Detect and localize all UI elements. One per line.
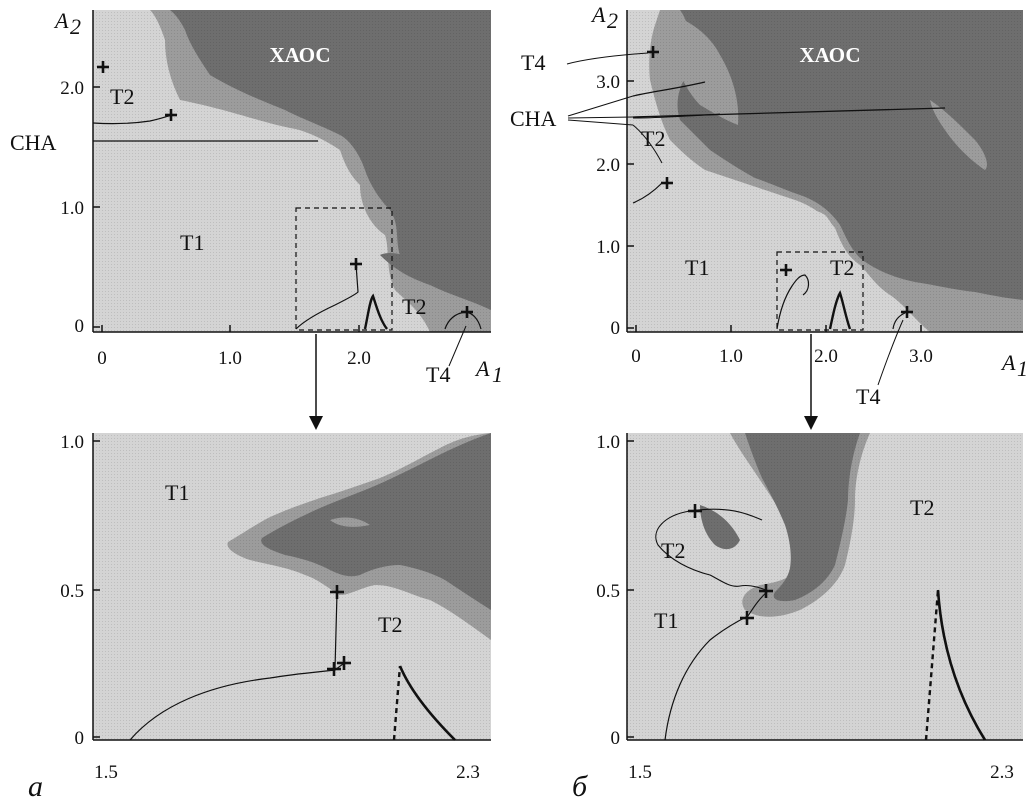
y-tick-a-bottom-2: 0 xyxy=(75,728,85,749)
x-tick-a-top-1: 1.0 xyxy=(218,348,242,369)
x-tick-a-bottom-1: 2.3 xyxy=(456,762,480,783)
annotation-t4-bottom-b: T4 xyxy=(856,384,880,409)
x-tick-a-bottom-0: 1.5 xyxy=(94,762,118,783)
x-axis-sub-a-top: 1 xyxy=(492,362,503,387)
y-tick-b-top-1: 2.0 xyxy=(596,155,620,176)
axes-a-top xyxy=(92,10,491,333)
y-axis-sub-a-top: 2 xyxy=(70,14,81,39)
y-tick-a-top-2: 0 xyxy=(75,316,85,337)
panel-a-top: A 2 A 1 2.0 1.0 0 0 1.0 2.0 ХАОС T2 T1 T… xyxy=(10,8,503,430)
region-t1-a-bottom: T1 xyxy=(165,480,189,505)
axes-a-bottom xyxy=(92,433,491,741)
region-t1-a-top: T1 xyxy=(180,230,204,255)
y-axis-label-b-top: A xyxy=(590,2,606,27)
x-tick-b-top-3: 3.0 xyxy=(909,346,933,367)
x-axis-label-b-top: A xyxy=(1000,350,1016,375)
region-t1-b-top: T1 xyxy=(685,255,709,280)
y-tick-b-bottom-2: 0 xyxy=(611,728,621,749)
axes-b-bottom xyxy=(626,433,1023,741)
y-tick-a-bottom-0: 1.0 xyxy=(60,432,84,453)
panel-a-bottom: 1.0 0.5 0 1.5 2.3 T1 T2 а xyxy=(28,432,491,803)
region-t2-right-b-bottom: T2 xyxy=(910,495,934,520)
caption-b: б xyxy=(572,770,588,803)
region-chaos-a-top: ХАОС xyxy=(269,43,330,67)
plot-area-a-top xyxy=(92,10,491,332)
plot-area-b-top xyxy=(627,10,1023,332)
x-axis-sub-b-top: 1 xyxy=(1017,356,1028,381)
y-tick-a-top-1: 1.0 xyxy=(60,198,84,219)
x-tick-b-top-1: 1.0 xyxy=(719,346,743,367)
y-tick-b-top-0: 3.0 xyxy=(596,72,620,93)
y-tick-b-top-3: 0 xyxy=(611,318,621,339)
cha-leader-lines-b xyxy=(566,52,904,386)
annotation-t4-top-b: T4 xyxy=(521,50,545,75)
cross-markers-a-bottom xyxy=(327,585,351,676)
cross-markers-a-top xyxy=(97,61,473,318)
region-t2-lower-b-top: T2 xyxy=(830,255,854,280)
region-t2-lower-a-top: T2 xyxy=(402,294,426,319)
cross-markers-b-top xyxy=(647,46,913,318)
y-axis-label-a-top: A xyxy=(53,8,69,33)
x-tick-a-top-2: 2.0 xyxy=(347,348,371,369)
y-tick-a-bottom-1: 0.5 xyxy=(60,581,84,602)
x-axis-label-a-top: A xyxy=(474,356,490,381)
axes-b-top xyxy=(626,10,1023,333)
x-tick-b-bottom-1: 2.3 xyxy=(990,762,1014,783)
plot-area-a-bottom xyxy=(93,433,491,741)
x-tick-a-top-0: 0 xyxy=(97,348,107,369)
x-tick-b-top-2: 2.0 xyxy=(814,346,838,367)
x-tick-b-top-0: 0 xyxy=(631,346,641,367)
region-chaos-b-top: ХАОС xyxy=(799,43,860,67)
caption-a: а xyxy=(28,770,43,803)
y-tick-a-top-0: 2.0 xyxy=(60,78,84,99)
region-t2-left-b-bottom: T2 xyxy=(661,538,685,563)
y-axis-sub-b-top: 2 xyxy=(607,8,618,33)
annotation-cha-b-top: CHA xyxy=(510,106,557,131)
region-t2-upper-a-top: T2 xyxy=(110,84,134,109)
annotation-cha-a-top: CHA xyxy=(10,130,57,155)
cross-markers-b-bottom xyxy=(688,504,773,625)
y-tick-b-top-2: 1.0 xyxy=(596,237,620,258)
annotation-t4-a-top: T4 xyxy=(426,362,450,387)
region-t1-b-bottom: T1 xyxy=(654,608,678,633)
y-tick-b-bottom-1: 0.5 xyxy=(596,581,620,602)
x-tick-b-bottom-0: 1.5 xyxy=(628,762,652,783)
plot-area-b-bottom xyxy=(627,433,1023,741)
region-t2-upper-b-top: T2 xyxy=(641,126,665,151)
region-t2-a-bottom: T2 xyxy=(378,612,402,637)
y-tick-b-bottom-0: 1.0 xyxy=(596,432,620,453)
panel-b-bottom: 1.0 0.5 0 1.5 2.3 T2 T2 T1 б xyxy=(572,432,1023,803)
panel-b-top: A 2 A 1 3.0 2.0 1.0 0 0 1.0 2.0 3.0 ХАОС… xyxy=(510,2,1028,430)
